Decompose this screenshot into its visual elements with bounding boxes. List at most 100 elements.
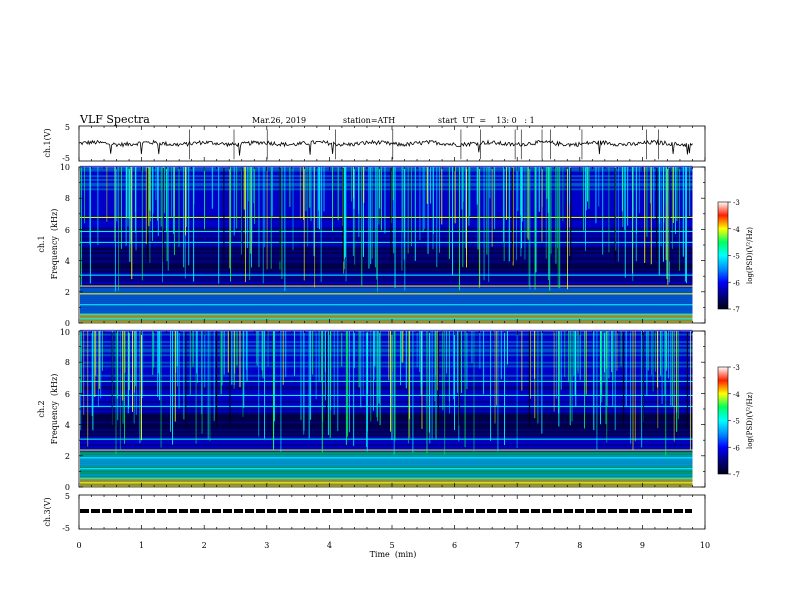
- spec-sferic: [655, 331, 657, 372]
- spec-sferic: [100, 331, 102, 399]
- spec-sferic: [124, 331, 126, 373]
- spec-sferic: [245, 331, 247, 370]
- spec-sferic: [160, 331, 162, 448]
- spec-sferic: [183, 331, 185, 420]
- spec-band: [80, 257, 693, 260]
- spec-sferic: [305, 167, 307, 212]
- spec-sferic: [353, 331, 355, 368]
- spec-band: [80, 402, 693, 405]
- spec-gap: [229, 332, 231, 426]
- spec-sferic: [114, 167, 116, 242]
- spec-sferic: [267, 331, 269, 367]
- spec-band: [80, 421, 693, 424]
- spec-sferic: [558, 331, 560, 414]
- spec-band: [80, 423, 693, 426]
- spec-sferic: [560, 331, 562, 390]
- spec-band: [80, 363, 693, 366]
- spec-sferic: [379, 331, 381, 426]
- spec-sferic: [541, 167, 543, 242]
- axis-ticks: [78, 126, 706, 529]
- spec-sferic: [360, 331, 362, 408]
- spec2-ytick-2: 2: [65, 452, 70, 461]
- spec-gap: [614, 168, 616, 262]
- spec-sferic: [614, 331, 616, 431]
- x-tick-label: 6: [452, 541, 457, 550]
- spec-gap: [223, 168, 225, 262]
- spec-sferic: [569, 331, 571, 426]
- spec1-ytick-8: 8: [65, 194, 70, 203]
- spec-band: [80, 340, 693, 344]
- spec-gap: [622, 332, 625, 426]
- spec-band: [80, 309, 693, 312]
- spec-band: [80, 462, 693, 465]
- spec-sferic: [167, 167, 169, 271]
- spec-sferic: [634, 331, 636, 442]
- spec-band: [80, 212, 693, 215]
- spec-sferic: [211, 167, 213, 209]
- spec-line: [80, 394, 693, 396]
- spec-sferic: [477, 167, 479, 250]
- spec-sferic: [368, 167, 370, 269]
- spec-sferic: [321, 331, 323, 453]
- ch1-spectrogram-panel: 0 2 4 6 8 10 ch.1 Frequency (kHz): [37, 163, 706, 328]
- ch1-ytick-bottom: -5: [62, 154, 70, 163]
- spec-band: [80, 432, 693, 435]
- spec-sferic: [624, 167, 626, 278]
- spec-sferic: [672, 167, 674, 224]
- spec-band: [80, 393, 693, 396]
- spec-sferic: [632, 167, 634, 281]
- spec-sferic: [585, 331, 587, 395]
- spec-sferic: [665, 167, 667, 261]
- spec-sferic: [671, 331, 673, 407]
- spec1-ytick-10: 10: [60, 163, 70, 172]
- spec-band: [80, 395, 693, 398]
- spec-sferic: [583, 167, 585, 231]
- spec-sferic: [83, 331, 85, 415]
- spec-sferic: [135, 167, 136, 213]
- spec-band: [80, 300, 693, 303]
- spec-sferic: [333, 331, 335, 415]
- spec-sferic: [602, 167, 604, 255]
- spec-sferic: [97, 167, 99, 245]
- spec-band: [80, 190, 693, 193]
- spec-sferic: [454, 167, 456, 224]
- spec-sferic: [145, 167, 147, 245]
- spec1-ytick-4: 4: [65, 257, 70, 266]
- spec-band: [80, 404, 693, 407]
- spec-band: [80, 229, 693, 232]
- spec-band: [80, 391, 693, 394]
- spec-sferic: [677, 331, 679, 420]
- spec-line: [80, 457, 693, 459]
- spec-band: [80, 203, 693, 206]
- spec-sferic: [664, 331, 666, 395]
- spec-sferic: [317, 167, 319, 229]
- spec-sferic: [476, 167, 478, 205]
- spec-band: [80, 331, 693, 334]
- spec-sferic: [135, 167, 137, 251]
- spec-sferic: [155, 167, 157, 201]
- ch1-waveform-panel: 5 -5 ch.1(V): [43, 123, 706, 163]
- spec-band: [80, 447, 693, 450]
- spec-sferic: [330, 331, 332, 383]
- spec-band: [80, 242, 693, 245]
- x-tick-label: 10: [700, 541, 710, 550]
- spec-sferic: [555, 331, 557, 399]
- spec-band: [80, 263, 693, 266]
- spec-band: [80, 464, 693, 467]
- spec-band: [80, 283, 693, 286]
- spec-sferic: [80, 167, 82, 287]
- spec-sferic: [606, 331, 608, 407]
- spec-band: [80, 313, 693, 316]
- spec-band: [80, 176, 693, 180]
- spec-sferic: [173, 167, 175, 216]
- spec-band: [80, 279, 693, 283]
- spec-sferic: [351, 167, 352, 202]
- spec-sferic: [281, 167, 283, 279]
- spec-sferic: [159, 331, 161, 401]
- spec-sferic: [508, 167, 510, 262]
- ch2-colorbar: -3 -4 -5 -6 -7 log(PSD)(V²/Hz): [717, 364, 754, 479]
- spec-sferic: [449, 331, 450, 414]
- colorbar-scale: [717, 201, 729, 310]
- spec-sferic: [627, 167, 629, 226]
- spec-gap: [185, 332, 187, 426]
